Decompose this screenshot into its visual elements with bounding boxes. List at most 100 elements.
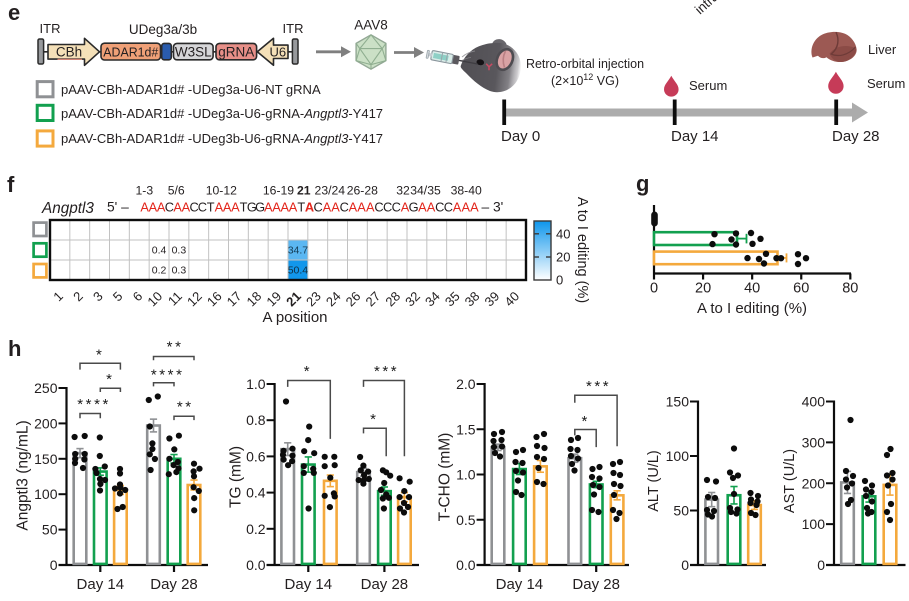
svg-text:ITR: ITR xyxy=(40,21,61,36)
svg-text:20: 20 xyxy=(556,250,570,265)
svg-text:1.5: 1.5 xyxy=(456,421,476,437)
svg-text:23/24: 23/24 xyxy=(315,184,346,198)
svg-text:A: A xyxy=(418,200,427,215)
svg-text:150: 150 xyxy=(666,394,690,410)
svg-text:A: A xyxy=(323,200,332,215)
svg-text:***: *** xyxy=(586,378,611,395)
svg-text:250: 250 xyxy=(34,380,58,396)
svg-text:40: 40 xyxy=(556,227,570,242)
svg-text:0.0: 0.0 xyxy=(456,557,476,573)
svg-text:ADAR1d#: ADAR1d# xyxy=(103,45,159,60)
svg-text:34/35: 34/35 xyxy=(410,184,441,198)
svg-text:A: A xyxy=(215,200,224,215)
svg-text:100: 100 xyxy=(666,448,690,464)
svg-text:C: C xyxy=(374,200,383,215)
svg-text:TG (mM): TG (mM) xyxy=(228,446,245,508)
svg-text:0.4: 0.4 xyxy=(152,245,167,257)
svg-text:A: A xyxy=(272,200,281,215)
svg-text:16-19: 16-19 xyxy=(263,184,294,198)
svg-text:100: 100 xyxy=(34,486,58,502)
svg-text:A: A xyxy=(231,200,240,215)
svg-text:A: A xyxy=(366,200,375,215)
svg-text:C: C xyxy=(392,200,401,215)
svg-text:e: e xyxy=(8,0,20,25)
svg-text:Angptl3: Angptl3 xyxy=(41,200,94,217)
svg-text:A: A xyxy=(182,200,191,215)
svg-text:300: 300 xyxy=(802,434,826,450)
svg-text:A: A xyxy=(401,200,410,215)
svg-text:Angptl3 (ng/mL): Angptl3 (ng/mL) xyxy=(15,420,32,530)
svg-text:A: A xyxy=(427,200,436,215)
svg-text:G: G xyxy=(247,200,257,215)
svg-text:5/6: 5/6 xyxy=(168,184,185,198)
svg-text:C: C xyxy=(383,200,392,215)
svg-text:0.3: 0.3 xyxy=(172,245,187,257)
svg-text:5' –: 5' – xyxy=(107,200,129,215)
svg-text:h: h xyxy=(8,336,21,361)
svg-text:50: 50 xyxy=(42,522,58,538)
svg-text:150: 150 xyxy=(34,451,58,467)
svg-text:(2×1012 VG): (2×1012 VG) xyxy=(551,72,619,88)
svg-text:100: 100 xyxy=(802,516,826,532)
svg-text:0: 0 xyxy=(817,557,825,573)
svg-text:*: * xyxy=(581,413,589,430)
svg-text:C: C xyxy=(340,200,349,215)
svg-text:0.4: 0.4 xyxy=(246,485,266,501)
svg-text:*: * xyxy=(304,363,312,380)
svg-text:T-CHO (mM): T-CHO (mM) xyxy=(437,433,454,522)
svg-text:1.0: 1.0 xyxy=(456,467,476,483)
svg-text:Serum: Serum xyxy=(689,78,727,93)
svg-text:38-40: 38-40 xyxy=(451,184,482,198)
svg-text:A: A xyxy=(281,200,290,215)
svg-text:A: A xyxy=(149,200,158,215)
svg-text:CBh: CBh xyxy=(56,45,82,60)
svg-text:****: **** xyxy=(151,366,185,383)
svg-text:Day 28: Day 28 xyxy=(572,576,620,593)
svg-text:Day 28: Day 28 xyxy=(832,128,880,145)
svg-text:Day 28: Day 28 xyxy=(150,576,198,593)
svg-text:W3SL: W3SL xyxy=(175,45,212,60)
svg-text:0: 0 xyxy=(556,273,563,288)
svg-text:– 3': – 3' xyxy=(482,200,504,215)
svg-text:A: A xyxy=(470,200,479,215)
svg-text:50.4: 50.4 xyxy=(288,265,309,277)
svg-text:50: 50 xyxy=(673,503,689,519)
svg-text:C: C xyxy=(198,200,207,215)
svg-text:pAAV-CBh-ADAR1d# -UDeg3a-U6-gR: pAAV-CBh-ADAR1d# -UDeg3a-U6-gRNA-Angptl3… xyxy=(61,106,383,121)
svg-text:pAAV-CBh-ADAR1d# -UDeg3b-U6-gR: pAAV-CBh-ADAR1d# -UDeg3b-U6-gRNA-Angptl3… xyxy=(61,131,383,146)
svg-text:C: C xyxy=(190,200,199,215)
svg-text:1.0: 1.0 xyxy=(246,376,266,392)
svg-text:U6: U6 xyxy=(269,45,286,60)
svg-text:*: * xyxy=(96,346,104,363)
svg-text:40: 40 xyxy=(744,281,760,297)
svg-text:*: * xyxy=(370,411,378,428)
svg-text:Day 14: Day 14 xyxy=(77,576,125,593)
svg-text:****: **** xyxy=(77,396,111,413)
svg-text:***: *** xyxy=(374,363,399,380)
svg-text:C: C xyxy=(165,200,174,215)
svg-text:80: 80 xyxy=(842,281,858,297)
svg-text:0.5: 0.5 xyxy=(456,512,476,528)
svg-text:UDeg3a/3b: UDeg3a/3b xyxy=(129,22,197,37)
svg-text:400: 400 xyxy=(802,394,826,410)
svg-text:Day 14: Day 14 xyxy=(496,576,544,593)
svg-text:21: 21 xyxy=(297,184,311,198)
svg-text:**: ** xyxy=(167,338,184,355)
svg-text:Day 14: Day 14 xyxy=(285,576,333,593)
svg-text:A to I editing (%): A to I editing (%) xyxy=(697,300,807,317)
svg-text:0: 0 xyxy=(50,557,58,573)
svg-text:A: A xyxy=(357,200,366,215)
svg-text:20: 20 xyxy=(695,281,711,297)
svg-text:A: A xyxy=(289,200,298,215)
svg-text:10-12: 10-12 xyxy=(206,184,237,198)
svg-text:T: T xyxy=(240,200,248,215)
svg-text:200: 200 xyxy=(34,415,58,431)
svg-text:A: A xyxy=(140,200,149,215)
svg-text:26-28: 26-28 xyxy=(347,184,378,198)
svg-text:0.0: 0.0 xyxy=(246,557,266,573)
svg-text:0.3: 0.3 xyxy=(172,265,187,277)
svg-text:1-3: 1-3 xyxy=(135,184,153,198)
svg-text:G: G xyxy=(255,200,265,215)
svg-text:A: A xyxy=(453,200,462,215)
svg-text:A: A xyxy=(461,200,470,215)
